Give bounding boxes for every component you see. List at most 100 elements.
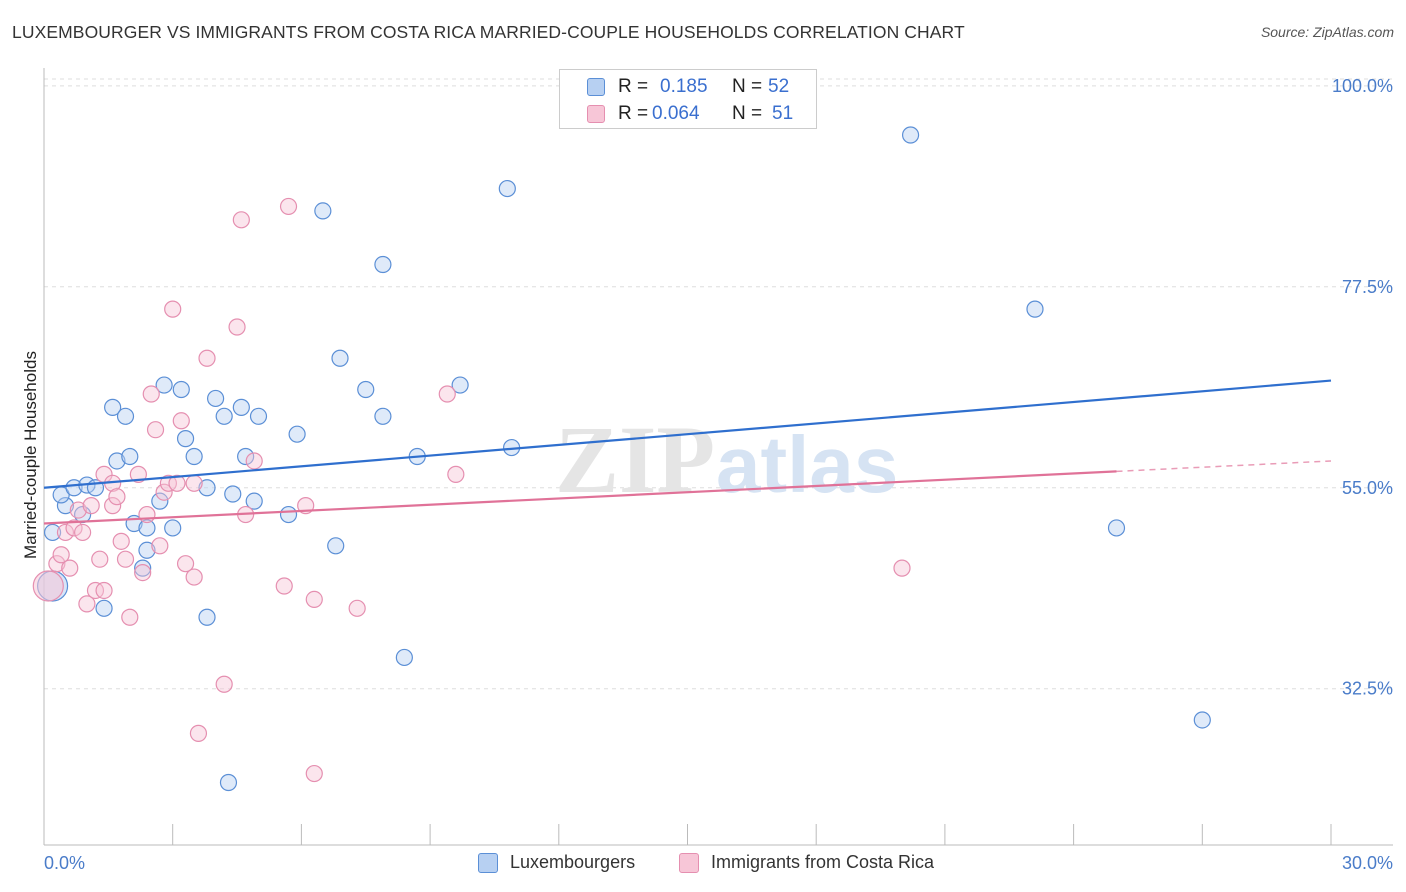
point-luxembourgers — [1026, 300, 1044, 318]
axes — [43, 68, 1393, 846]
point-costa-rica — [185, 474, 203, 492]
y-tick-label: 32.5% — [1342, 679, 1393, 699]
y-tick-label: 100.0% — [1332, 76, 1393, 96]
point-costa-rica — [275, 577, 293, 595]
point-costa-rica — [232, 211, 250, 229]
point-luxembourgers — [279, 505, 298, 524]
point-costa-rica — [48, 555, 66, 573]
chart-title: LUXEMBOURGER VS IMMIGRANTS FROM COSTA RI… — [12, 22, 965, 42]
point-luxembourgers — [374, 407, 392, 425]
y-axis-title: Married-couple Households — [21, 351, 40, 559]
bottom-legend-label: Luxembourgers — [510, 852, 636, 872]
point-luxembourgers — [224, 485, 242, 503]
point-luxembourgers — [56, 497, 75, 515]
point-costa-rica — [245, 452, 263, 470]
legend-n-value: 51 — [772, 103, 794, 124]
point-costa-rica — [176, 555, 195, 573]
point-luxembourgers — [249, 407, 268, 425]
point-costa-rica — [32, 570, 64, 602]
point-costa-rica — [215, 675, 233, 693]
point-luxembourgers — [185, 447, 203, 466]
trend-line-costa-rica-dashed — [1116, 460, 1332, 473]
point-luxembourgers — [357, 380, 375, 399]
point-costa-rica — [438, 385, 456, 403]
x-tick-label: 30.0% — [1342, 853, 1393, 873]
point-luxembourgers — [121, 447, 139, 466]
point-luxembourgers — [331, 349, 349, 367]
trend-line-costa-rica — [43, 470, 1117, 525]
legend-swatch-blue — [587, 78, 605, 96]
correlation-legend: R = 0.185 N = 52 R = 0.064 N = 51 — [559, 69, 817, 129]
point-costa-rica — [146, 421, 165, 439]
x-tick-labels: 0.0% 30.0% — [44, 853, 1393, 873]
point-luxembourgers — [215, 407, 233, 425]
legend-r-label: R = — [618, 103, 649, 124]
point-luxembourgers — [1193, 711, 1211, 729]
point-costa-rica — [198, 349, 216, 367]
point-luxembourgers — [65, 479, 83, 497]
legend-r-label: R = — [618, 76, 649, 97]
point-luxembourgers — [207, 389, 225, 408]
point-costa-rica — [61, 559, 79, 577]
point-luxembourgers — [164, 519, 182, 537]
point-costa-rica — [65, 519, 83, 537]
point-costa-rica — [69, 501, 87, 519]
point-costa-rica — [56, 523, 75, 542]
point-luxembourgers — [116, 407, 135, 425]
point-costa-rica — [108, 488, 126, 506]
point-luxembourgers — [108, 452, 126, 470]
point-costa-rica — [142, 385, 160, 403]
point-costa-rica — [189, 724, 208, 742]
point-luxembourgers — [198, 608, 216, 626]
point-luxembourgers — [104, 398, 122, 416]
point-luxembourgers — [901, 126, 920, 144]
legend-r-value: 0.064 — [652, 103, 700, 124]
point-costa-rica — [305, 590, 323, 608]
source-credit: Source: ZipAtlas.com — [1260, 24, 1394, 40]
point-luxembourgers — [176, 430, 195, 448]
point-costa-rica — [112, 532, 130, 550]
point-costa-rica — [447, 465, 465, 483]
trend-line-luxembourgers — [43, 379, 1332, 489]
point-luxembourgers — [288, 425, 306, 443]
legend-n-label: N = — [732, 76, 763, 97]
point-luxembourgers — [395, 648, 413, 667]
data-points — [32, 126, 1211, 792]
point-costa-rica — [185, 568, 203, 586]
point-costa-rica — [116, 550, 135, 568]
point-luxembourgers — [1107, 519, 1126, 537]
legend-swatch-pink — [587, 105, 605, 123]
point-luxembourgers — [237, 447, 255, 466]
watermark-atlas: atlas — [716, 420, 898, 509]
point-costa-rica — [305, 764, 323, 783]
y-tick-label: 77.5% — [1342, 277, 1393, 297]
point-costa-rica — [104, 497, 122, 515]
point-costa-rica — [91, 550, 109, 568]
bottom-legend-swatch-blue — [478, 853, 498, 873]
point-luxembourgers — [138, 541, 156, 559]
point-luxembourgers — [95, 599, 113, 617]
point-luxembourgers — [374, 255, 392, 274]
bottom-legend-swatch-pink — [679, 853, 699, 873]
bottom-legend-label: Immigrants from Costa Rica — [711, 852, 935, 872]
point-luxembourgers — [314, 202, 332, 220]
point-costa-rica — [78, 595, 96, 613]
point-luxembourgers — [327, 537, 345, 555]
point-luxembourgers — [245, 492, 263, 510]
point-costa-rica — [279, 197, 298, 216]
legend-n-value: 52 — [768, 76, 790, 97]
point-luxembourgers — [155, 376, 173, 394]
point-costa-rica — [82, 497, 100, 515]
y-tick-labels: 32.5% 55.0% 77.5% 100.0% — [1332, 76, 1393, 699]
point-costa-rica — [228, 318, 246, 336]
x-tick-label: 0.0% — [44, 853, 85, 873]
point-luxembourgers — [151, 492, 169, 510]
point-luxembourgers — [138, 519, 156, 537]
legend-r-value: 0.185 — [660, 76, 708, 97]
point-luxembourgers — [451, 376, 469, 394]
point-luxembourgers — [134, 559, 152, 577]
point-luxembourgers — [232, 398, 250, 416]
point-costa-rica — [348, 599, 366, 617]
point-costa-rica — [151, 537, 169, 555]
